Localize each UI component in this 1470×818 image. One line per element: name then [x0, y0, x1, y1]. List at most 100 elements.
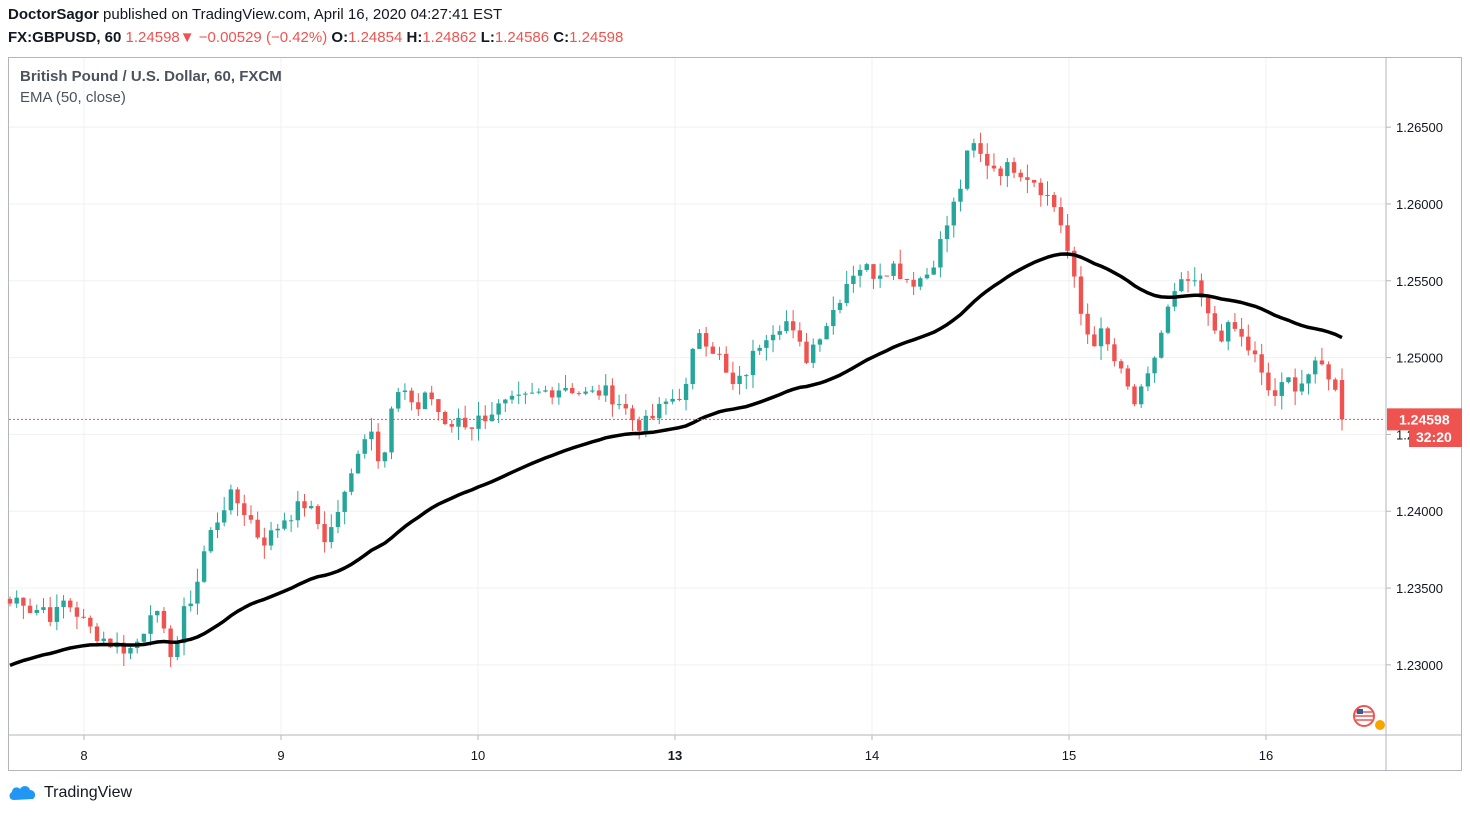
- candles: [7, 132, 1345, 668]
- candle-up: [188, 590, 193, 612]
- candle-down: [1266, 362, 1271, 396]
- candle-body: [549, 390, 555, 398]
- candle-down: [804, 332, 809, 365]
- candle-body: [804, 341, 809, 363]
- candle-down: [710, 342, 716, 355]
- candle-down: [1011, 157, 1017, 179]
- candle-up: [181, 597, 187, 656]
- candle-body: [355, 453, 361, 474]
- candle-down: [991, 153, 997, 172]
- candle-up: [268, 521, 274, 551]
- candle-down: [1065, 214, 1070, 259]
- candle-down: [1246, 324, 1251, 356]
- candle-up: [1152, 356, 1157, 383]
- candle-down: [1292, 368, 1298, 405]
- candle-down: [442, 410, 448, 426]
- candle-up: [402, 383, 408, 400]
- us-flag-icon[interactable]: [1353, 705, 1385, 730]
- candle-down: [375, 423, 381, 469]
- candle-body: [924, 274, 930, 279]
- time-axis[interactable]: 8 9 10 13 14 15 16: [80, 735, 1273, 763]
- candle-body: [570, 388, 575, 394]
- candle-body: [188, 603, 193, 607]
- candle-down: [623, 393, 628, 415]
- candle-body: [128, 648, 133, 654]
- tradingview-logo[interactable]: TradingView: [8, 784, 132, 802]
- candle-down: [1112, 338, 1117, 367]
- candle-body: [1219, 330, 1224, 342]
- price-axis[interactable]: 1.230001.235001.240001.245001.250001.255…: [1386, 120, 1443, 673]
- candle-down: [27, 598, 33, 614]
- candle-body: [911, 279, 916, 287]
- author-name[interactable]: DoctorSagor: [8, 6, 99, 23]
- candle-body: [985, 153, 990, 166]
- price-tick-label: 1.26500: [1396, 120, 1443, 135]
- low-value: 1.24586: [494, 29, 550, 46]
- candle-body: [877, 275, 883, 279]
- candle-body: [27, 605, 33, 613]
- candle-down: [998, 166, 1003, 186]
- candle-up: [1145, 366, 1151, 392]
- candle-body: [1112, 344, 1117, 362]
- candle-down: [255, 511, 260, 540]
- candle-body: [1018, 172, 1023, 178]
- candle-up: [971, 138, 977, 158]
- candle-down: [1333, 377, 1338, 392]
- candle-up: [148, 605, 153, 646]
- candle-up: [362, 434, 367, 459]
- candle-down: [884, 275, 890, 277]
- ema-legend[interactable]: EMA (50, close): [20, 89, 126, 106]
- chart-legend-title[interactable]: British Pound / U.S. Dollar, 60, FXCM: [20, 68, 282, 85]
- candle-body: [228, 489, 234, 511]
- candle-down: [1326, 361, 1331, 391]
- candle-body: [1319, 360, 1325, 365]
- candle-body: [898, 263, 903, 280]
- candle-down: [449, 419, 454, 433]
- candle-up: [663, 398, 669, 415]
- candle-down: [576, 391, 582, 396]
- candle-up: [1313, 356, 1318, 384]
- candle-down: [1272, 378, 1278, 406]
- candle-body: [1045, 194, 1050, 196]
- candle-body: [831, 309, 836, 327]
- candle-down: [1212, 305, 1218, 335]
- candle-body: [523, 393, 528, 395]
- candle-down: [904, 278, 910, 283]
- candle-up: [657, 397, 662, 425]
- candle-up: [201, 545, 207, 583]
- price-tick-label: 1.25000: [1396, 351, 1443, 366]
- candle-up: [208, 527, 214, 554]
- candle-body: [476, 415, 481, 429]
- candle-up: [1159, 330, 1164, 359]
- candle-down: [1252, 341, 1258, 363]
- candle-down: [717, 346, 722, 360]
- candle-body: [1246, 336, 1251, 351]
- candle-down: [730, 361, 736, 390]
- candle-down: [47, 596, 53, 627]
- candle-body: [483, 415, 488, 422]
- candle-down: [302, 493, 307, 517]
- candle-body: [248, 515, 254, 520]
- candle-body: [1118, 361, 1124, 369]
- time-tick-label: 14: [865, 748, 879, 763]
- candle-up: [837, 299, 843, 314]
- candle-body: [583, 391, 588, 394]
- candle-body: [871, 264, 876, 279]
- candle-down: [1058, 197, 1064, 234]
- candle-body: [824, 326, 829, 340]
- candle-body: [737, 375, 742, 384]
- candle-body: [288, 520, 294, 522]
- candle-down: [1085, 303, 1090, 344]
- candle-up: [563, 374, 568, 392]
- candle-body: [375, 431, 381, 462]
- candle-down: [1072, 246, 1077, 288]
- candle-down: [570, 383, 575, 395]
- candle-up: [141, 633, 147, 644]
- candle-body: [14, 597, 19, 604]
- candle-body: [703, 333, 709, 347]
- candle-body: [1072, 250, 1077, 277]
- candle-body: [964, 150, 970, 189]
- candle-body: [663, 401, 669, 404]
- candle-body: [811, 344, 816, 363]
